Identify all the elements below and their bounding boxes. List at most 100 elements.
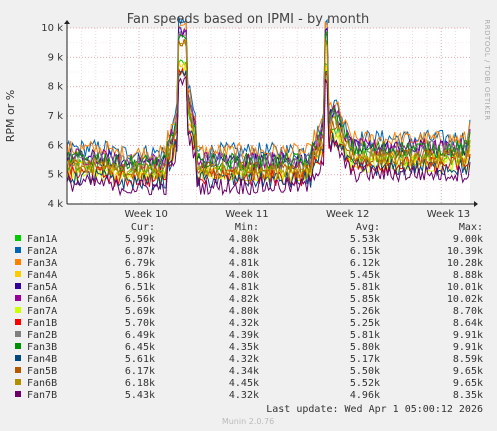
legend-swatch-fan2b (15, 331, 21, 337)
series-line-fan7b (66, 75, 471, 197)
legend-min: 4.88k (229, 246, 259, 257)
legend-avg: 5.53k (350, 234, 380, 245)
legend-min: 4.82k (229, 294, 259, 305)
legend-min: 4.81k (229, 282, 259, 293)
legend-name: Fan4B (27, 354, 57, 365)
legend-max: 9.65k (453, 366, 483, 377)
legend-name: Fan5B (27, 366, 57, 377)
legend-min: 4.32k (229, 390, 259, 401)
legend-swatch-fan4a (15, 271, 21, 277)
legend-swatch-fan7b (15, 391, 21, 397)
legend-name: Fan1A (27, 234, 57, 245)
legend-avg: 5.52k (350, 378, 380, 389)
y-tick-label: 8 k (48, 82, 64, 93)
legend-name: Fan3A (27, 258, 57, 269)
series-line-fan3b (66, 30, 471, 173)
legend-swatch-fan2a (15, 247, 21, 253)
legend-name: Fan1B (27, 318, 57, 329)
legend-cur: 6.45k (125, 342, 155, 353)
legend-min: 4.35k (229, 342, 259, 353)
legend-min: 4.81k (229, 258, 259, 269)
legend-swatch-fan3a (15, 259, 21, 265)
legend-cur: 5.43k (125, 390, 155, 401)
last-update: Last update: Wed Apr 1 05:00:12 2026 (266, 404, 483, 415)
legend-swatch-fan5b (15, 367, 21, 373)
legend-avg: 5.85k (350, 294, 380, 305)
legend-min: 4.34k (229, 366, 259, 377)
legend-max: 9.65k (453, 378, 483, 389)
legend-swatch-fan7a (15, 307, 21, 313)
y-tick-label: 5 k (48, 170, 64, 181)
legend-max: 8.64k (453, 318, 483, 329)
series-line-fan6b (66, 39, 471, 180)
x-tick-label: Week 10 (125, 209, 168, 220)
legend-max: 10.02k (447, 294, 483, 305)
legend-cur: 6.18k (125, 378, 155, 389)
legend-max: 8.59k (453, 354, 483, 365)
legend-header-avg: Avg: (356, 222, 380, 233)
legend-max: 8.88k (453, 270, 483, 281)
legend-name: Fan6B (27, 378, 57, 389)
legend-max: 9.91k (453, 330, 483, 341)
legend-avg: 5.17k (350, 354, 380, 365)
legend-cur: 5.61k (125, 354, 155, 365)
legend-avg: 4.96k (350, 390, 380, 401)
legend-cur: 6.49k (125, 330, 155, 341)
x-tick-label: Week 12 (326, 209, 369, 220)
legend-min: 4.32k (229, 354, 259, 365)
legend-swatch-fan6b (15, 379, 21, 385)
y-tick-label: 4 k (48, 199, 64, 210)
legend-cur: 6.56k (125, 294, 155, 305)
x-axis-arrow (474, 201, 478, 207)
legend-header-max: Max: (459, 222, 483, 233)
chart-title: Fan speeds based on IPMI - by month (127, 12, 369, 27)
legend-swatch-fan6a (15, 295, 21, 301)
legend-avg: 5.50k (350, 366, 380, 377)
x-tick-label: Week 13 (427, 209, 470, 220)
legend-name: Fan4A (27, 270, 57, 281)
legend-name: Fan5A (27, 282, 57, 293)
legend-avg: 6.12k (350, 258, 380, 269)
legend-header-cur: Cur: (131, 222, 155, 233)
legend-swatch-fan1b (15, 319, 21, 325)
legend-avg: 5.81k (350, 330, 380, 341)
legend-cur: 6.79k (125, 258, 155, 269)
legend-cur: 5.70k (125, 318, 155, 329)
y-axis-arrow (64, 20, 70, 24)
legend-avg: 5.80k (350, 342, 380, 353)
legend-cur: 5.69k (125, 306, 155, 317)
legend-swatch-fan4b (15, 355, 21, 361)
x-tick-label: Week 11 (225, 209, 268, 220)
legend-swatch-fan1a (15, 235, 21, 241)
legend-cur: 5.86k (125, 270, 155, 281)
y-tick-label: 10 k (41, 23, 63, 34)
axes (64, 20, 478, 207)
legend-name: Fan3B (27, 342, 57, 353)
legend-swatch-fan5a (15, 283, 21, 289)
y-tick-label: 7 k (48, 111, 64, 122)
y-axis-label: RPM or % (4, 90, 17, 142)
legend-name: Fan6A (27, 294, 57, 305)
munin-version: Munin 2.0.76 (222, 417, 274, 426)
legend-avg: 5.45k (350, 270, 380, 281)
legend-swatch-fan3b (15, 343, 21, 349)
legend-max: 8.70k (453, 306, 483, 317)
legend-cur: 6.17k (125, 366, 155, 377)
legend-cur: 6.51k (125, 282, 155, 293)
legend-cur: 5.99k (125, 234, 155, 245)
legend-avg: 5.81k (350, 282, 380, 293)
legend-min: 4.80k (229, 234, 259, 245)
legend-max: 8.35k (453, 390, 483, 401)
legend-max: 10.28k (447, 258, 483, 269)
legend: Cur: Min: Avg: Max: Fan1A 5.99k 4.80k 5.53k… (15, 222, 483, 401)
legend-name: Fan7A (27, 306, 57, 317)
legend-min: 4.80k (229, 270, 259, 281)
legend-min: 4.39k (229, 330, 259, 341)
y-tick-label: 6 k (48, 140, 64, 151)
legend-header-min: Min: (235, 222, 259, 233)
side-credit-label: RRDTOOL / TOBI OETIKER (483, 19, 491, 120)
legend-avg: 5.26k (350, 306, 380, 317)
legend-name: Fan7B (27, 390, 57, 401)
x-tick-labels: Week 10 Week 11 Week 12 Week 13 (125, 209, 471, 220)
